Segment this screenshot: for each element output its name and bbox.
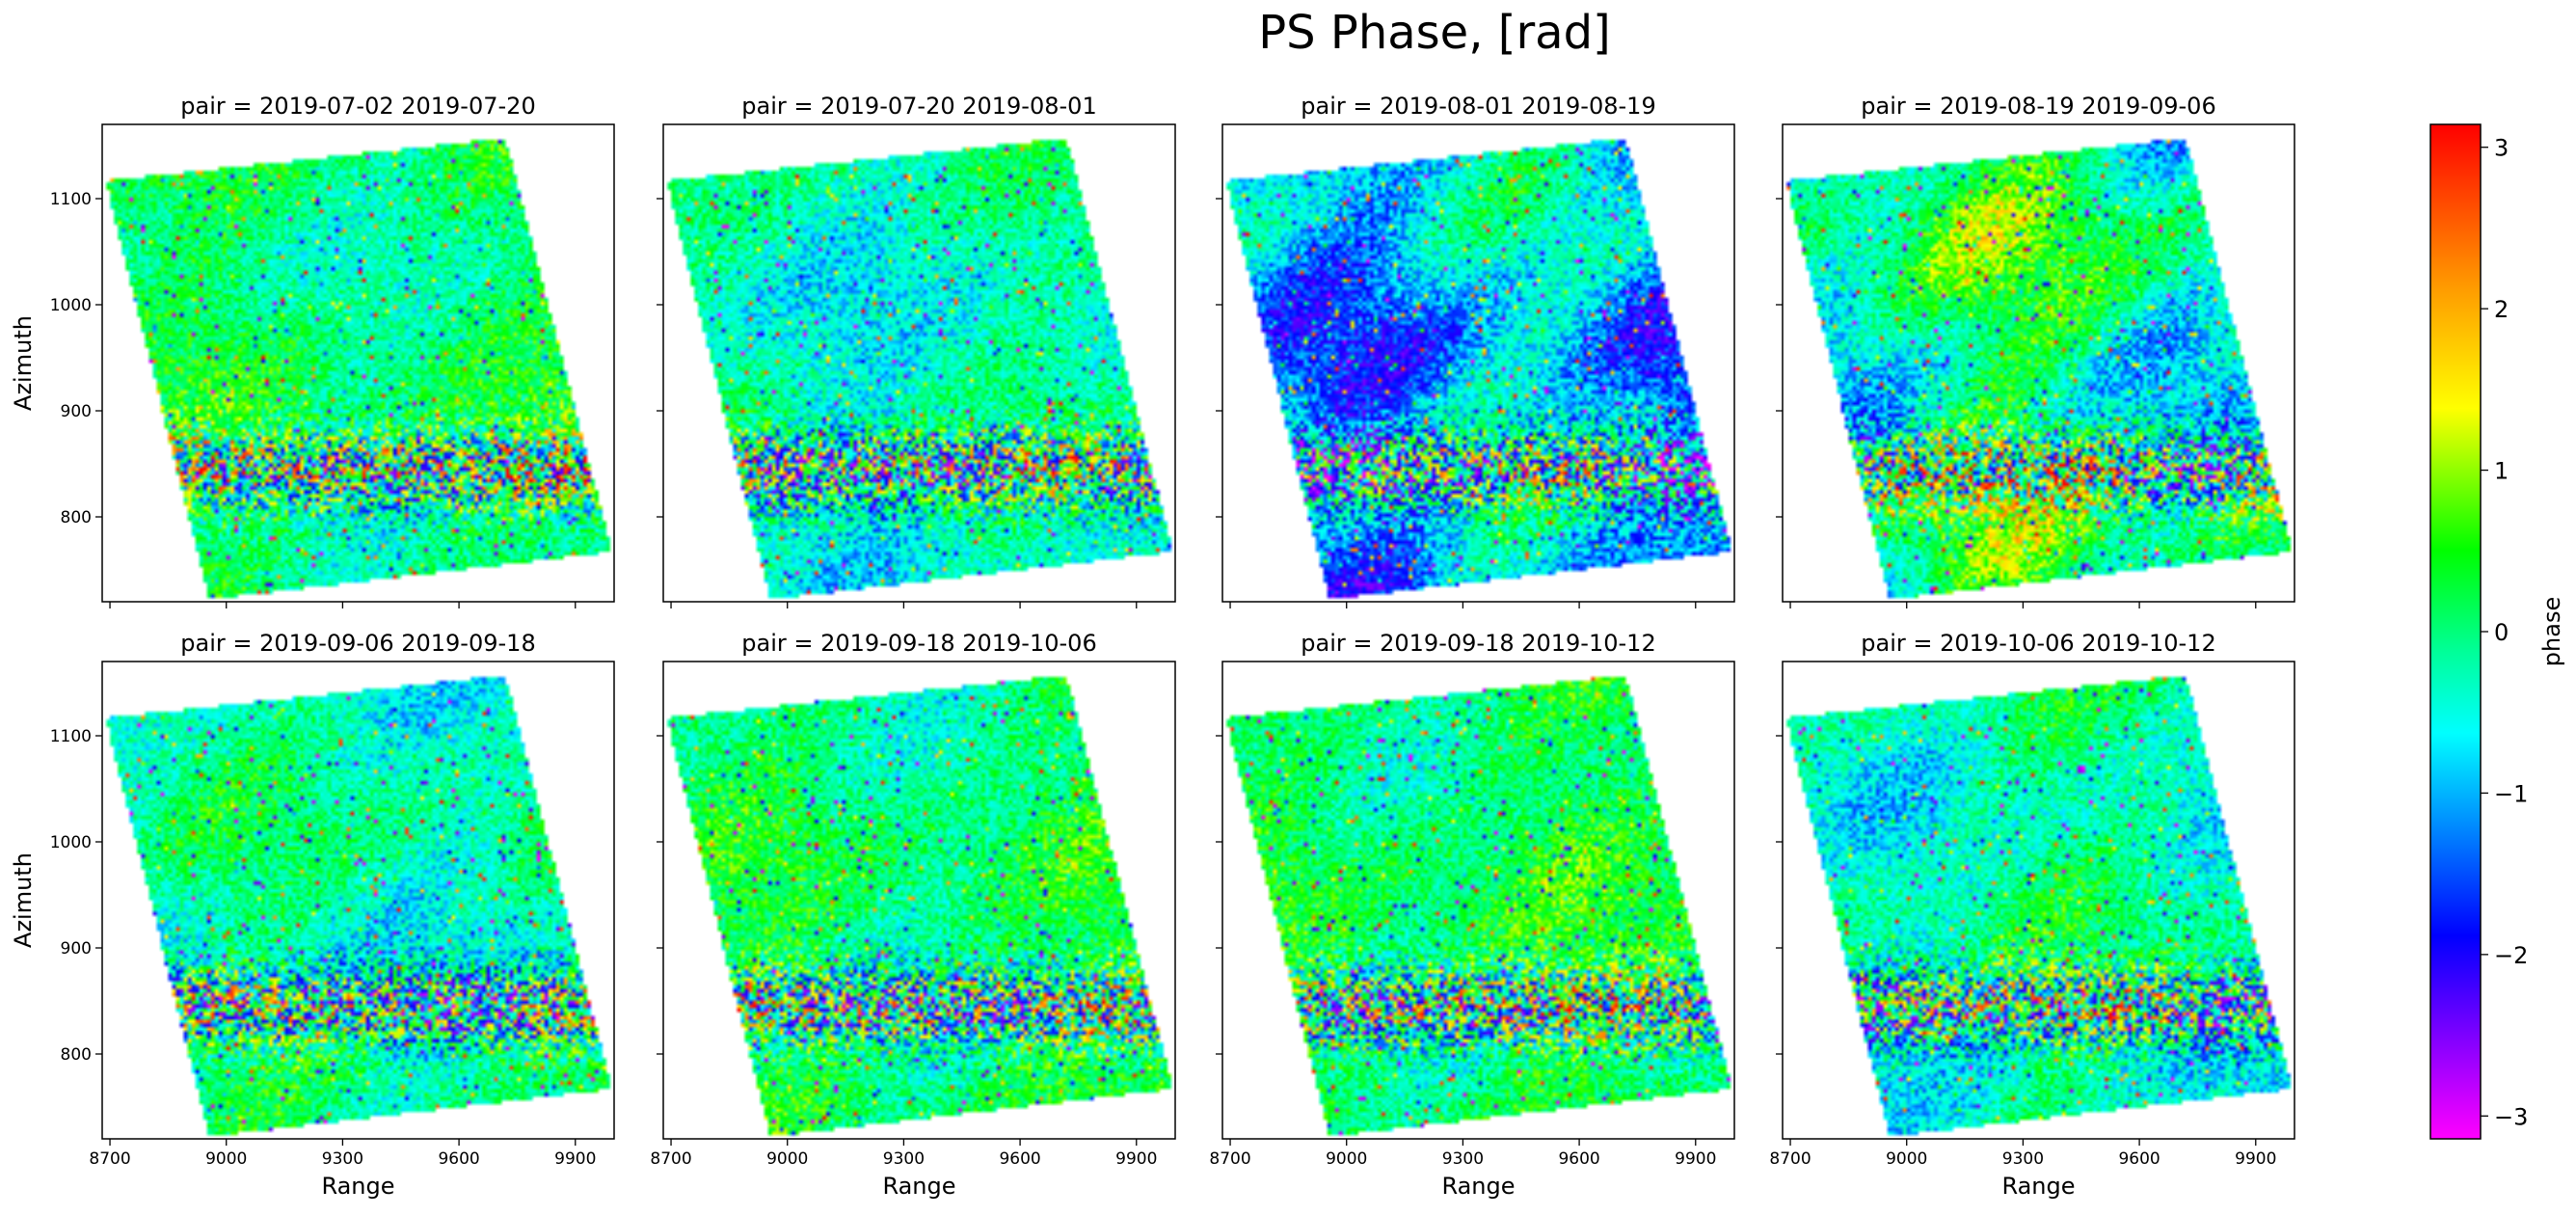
colorbar: 3 2 1 0 −1 −2 −3 phase (2429, 123, 2565, 1140)
x-tick-label: 9000 (205, 1149, 247, 1169)
y-axis-label: Azimuth (10, 852, 37, 948)
colorbar-tick-label: 3 (2494, 135, 2509, 162)
colorbar-tick-label: 0 (2494, 619, 2509, 646)
y-tick-label: 900 (61, 402, 92, 421)
x-tick-label: 9600 (999, 1149, 1040, 1169)
phase-heatmap (1222, 124, 1734, 602)
subplot-7: pair = 2019-09-18 2019-10-12 8700 9000 9300… (1209, 630, 1735, 1200)
x-tick-label: 8700 (1209, 1149, 1250, 1169)
x-tick-label: 9900 (1115, 1149, 1157, 1169)
subplot-5: pair = 2019-09-06 2019-09-18 8700 9000 9300… (10, 630, 615, 1200)
subplot-title: pair = 2019-07-20 2019-08-01 (741, 93, 1096, 120)
x-axis-label: Range (321, 1173, 394, 1200)
colorbar-tick-label: −2 (2494, 942, 2528, 969)
colorbar-tick-label: −3 (2494, 1103, 2528, 1130)
x-tick-label: 9900 (554, 1149, 596, 1169)
colorbar-tick-label: 1 (2494, 458, 2509, 485)
subplot-title: pair = 2019-10-06 2019-10-12 (1861, 630, 2215, 657)
subplot-title: pair = 2019-09-06 2019-09-18 (180, 630, 535, 657)
x-tick-label: 9300 (883, 1149, 925, 1169)
phase-heatmap (1222, 662, 1734, 1139)
axes-frame (1221, 661, 1735, 1140)
colorbar-tick-label: −1 (2494, 780, 2528, 807)
colorbar-ticks: 3 2 1 0 −1 −2 −3 (2481, 135, 2528, 1130)
y-tick-label: 900 (61, 939, 92, 959)
y-tick-label: 1000 (50, 296, 92, 315)
x-tick-label: 9900 (1675, 1149, 1716, 1169)
axes-frame (1782, 661, 2295, 1140)
subplot-1: pair = 2019-07-02 2019-07-20 800 900 1000 11… (10, 93, 615, 608)
subplot-title: pair = 2019-09-18 2019-10-12 (1301, 630, 1655, 657)
subplot-title: pair = 2019-09-18 2019-10-06 (741, 630, 1096, 657)
phase-heatmap (102, 124, 614, 602)
x-tick-label: 9600 (438, 1149, 479, 1169)
axes-frame (662, 123, 1176, 603)
x-tick-label: 9900 (2235, 1149, 2276, 1169)
x-axis-label: Range (882, 1173, 955, 1200)
subplot-4: pair = 2019-08-19 2019-09-06 (1776, 93, 2295, 608)
y-tick-label: 1100 (50, 190, 92, 209)
subplot-title: pair = 2019-07-02 2019-07-20 (180, 93, 535, 120)
subplot-3: pair = 2019-08-01 2019-08-19 (1216, 93, 1735, 608)
colorbar-label: phase (2538, 597, 2565, 666)
y-tick-label: 800 (61, 1045, 92, 1065)
x-tick-label: 9600 (1558, 1149, 1599, 1169)
axes-frame (101, 123, 615, 603)
subplot-title: pair = 2019-08-01 2019-08-19 (1301, 93, 1655, 120)
y-tick-label: 1000 (50, 833, 92, 852)
x-tick-label: 9300 (1442, 1149, 1484, 1169)
colorbar-tick-label: 2 (2494, 296, 2509, 323)
subplot-2: pair = 2019-07-20 2019-08-01 (657, 93, 1176, 608)
phase-heatmap (102, 662, 614, 1139)
x-tick-label: 9600 (2118, 1149, 2160, 1169)
subplot-6: pair = 2019-09-18 2019-10-06 8700 9000 9300… (650, 630, 1176, 1200)
phase-heatmap (663, 662, 1175, 1139)
phase-heatmap (1783, 662, 2294, 1139)
y-tick-label: 800 (61, 508, 92, 527)
axes-frame (662, 661, 1176, 1140)
panels-group: pair = 2019-07-02 2019-07-20 800 900 1000 11… (10, 93, 2295, 1200)
y-tick-label: 1100 (50, 727, 92, 746)
axes-frame (101, 661, 615, 1140)
x-tick-label: 9300 (2002, 1149, 2044, 1169)
subplot-title: pair = 2019-08-19 2019-09-06 (1861, 93, 2215, 120)
axes-frame (1782, 123, 2295, 603)
x-tick-label: 9300 (322, 1149, 363, 1169)
x-tick-label: 9000 (1326, 1149, 1367, 1169)
x-tick-label: 8700 (1769, 1149, 1811, 1169)
phase-heatmap (663, 124, 1175, 602)
colorbar-gradient (2429, 123, 2482, 1140)
x-axis-label: Range (2001, 1173, 2075, 1200)
y-axis-label: Azimuth (10, 315, 37, 411)
axes-frame (1221, 123, 1735, 603)
x-tick-label: 8700 (650, 1149, 691, 1169)
x-tick-label: 8700 (89, 1149, 130, 1169)
figure-title: PS Phase, [rad] (1258, 6, 1611, 60)
x-axis-label: Range (1441, 1173, 1515, 1200)
subplot-8: pair = 2019-10-06 2019-10-12 8700 9000 9300… (1769, 630, 2295, 1200)
phase-heatmap (1783, 124, 2294, 602)
x-tick-label: 9000 (766, 1149, 808, 1169)
x-tick-label: 9000 (1886, 1149, 1927, 1169)
